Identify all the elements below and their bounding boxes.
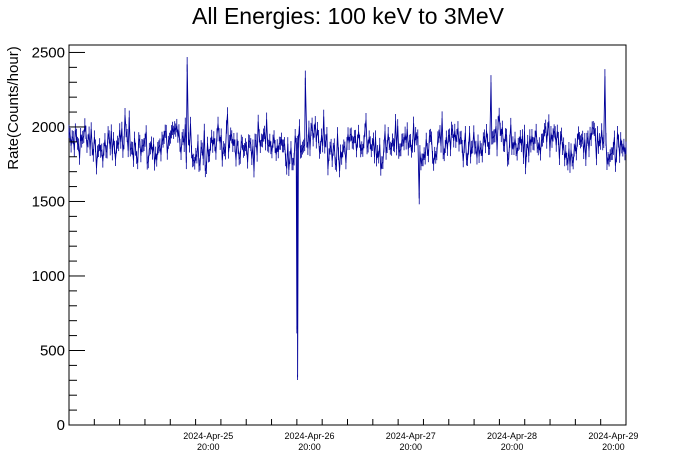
y-tick-label: 1500	[32, 193, 65, 210]
x-tick-date-label: 2024-Apr-29	[588, 431, 638, 441]
y-tick-label: 2000	[32, 119, 65, 136]
y-axis-label: Rate(Counts/hour)	[5, 46, 22, 169]
series-data	[68, 57, 627, 380]
x-tick-date-label: 2024-Apr-26	[284, 431, 334, 441]
y-tick-label: 0	[57, 417, 65, 434]
y-tick-label: 500	[40, 342, 65, 359]
series-line	[68, 64, 627, 378]
y-tick-label: 1000	[32, 268, 65, 285]
x-tick-time-label: 20:00	[298, 442, 321, 452]
x-tick-date-label: 2024-Apr-27	[386, 431, 436, 441]
plot-frame	[68, 44, 627, 426]
y-tick-label: 2500	[32, 44, 65, 61]
x-tick-time-label: 20:00	[400, 442, 423, 452]
chart-title: All Energies: 100 keV to 3MeV	[192, 3, 505, 29]
x-tick-date-label: 2024-Apr-25	[183, 431, 233, 441]
x-tick-time-label: 20:00	[602, 442, 625, 452]
x-tick-time-label: 20:00	[501, 442, 524, 452]
x-tick-time-label: 20:00	[197, 442, 220, 452]
axes: 050010001500200025002024-Apr-2520:002024…	[32, 44, 639, 452]
x-tick-date-label: 2024-Apr-28	[487, 431, 537, 441]
